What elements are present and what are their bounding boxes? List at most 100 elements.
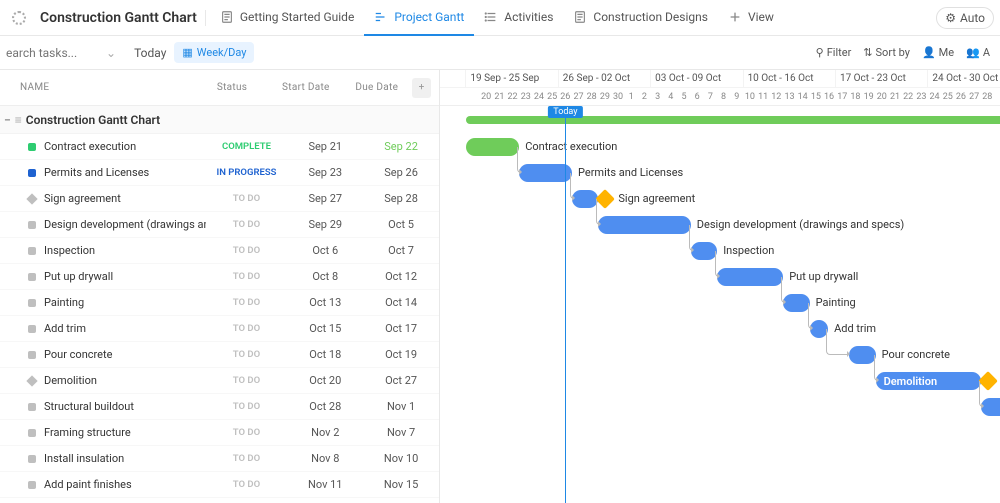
task-status[interactable]: TO DO xyxy=(206,401,288,412)
task-name: Sign agreement xyxy=(0,192,206,205)
task-row[interactable]: Pour concreteTO DOOct 18Oct 19 xyxy=(0,342,439,368)
task-due-date[interactable]: Oct 19 xyxy=(363,348,439,361)
task-start-date[interactable]: Sep 21 xyxy=(287,140,363,153)
task-start-date[interactable]: Oct 20 xyxy=(287,374,363,387)
task-row[interactable]: Sign agreementTO DOSep 27Sep 28 xyxy=(0,186,439,212)
day-header: 14 xyxy=(796,88,809,106)
col-name[interactable]: NAME xyxy=(0,82,194,93)
task-start-date[interactable]: Oct 15 xyxy=(287,322,363,335)
task-status[interactable]: TO DO xyxy=(206,193,288,204)
task-status[interactable]: TO DO xyxy=(206,349,288,360)
task-status[interactable]: TO DO xyxy=(206,297,288,308)
task-start-date[interactable]: Oct 13 xyxy=(287,296,363,309)
tab-project-gantt[interactable]: Project Gantt xyxy=(364,0,474,36)
day-header: 20 xyxy=(480,88,493,106)
task-row[interactable]: Design development (drawings an...TO DOS… xyxy=(0,212,439,238)
task-due-date[interactable]: Nov 10 xyxy=(363,452,439,465)
task-due-date[interactable]: Sep 28 xyxy=(363,192,439,205)
task-row[interactable]: Put up drywallTO DOOct 8Oct 12 xyxy=(0,264,439,290)
task-due-date[interactable]: Oct 17 xyxy=(363,322,439,335)
me-filter-button[interactable]: 👤Me xyxy=(922,46,954,59)
automation-icon: ⚙ xyxy=(945,11,956,25)
task-due-date[interactable]: Oct 27 xyxy=(363,374,439,387)
tab-activities[interactable]: Activities xyxy=(474,0,563,36)
task-name: Structural buildout xyxy=(0,400,206,413)
week-header: 19 Sep - 25 Sep xyxy=(466,70,558,87)
task-start-date[interactable]: Nov 2 xyxy=(287,426,363,439)
status-dot-icon xyxy=(28,325,36,333)
task-row[interactable]: Install insulationTO DONov 8Nov 10 xyxy=(0,446,439,472)
list-icon xyxy=(484,10,498,24)
task-start-date[interactable]: Nov 8 xyxy=(287,452,363,465)
col-status[interactable]: Status xyxy=(194,82,271,93)
search-chevron-icon[interactable]: ⌄ xyxy=(96,46,126,60)
add-column-button[interactable]: + xyxy=(412,78,431,98)
task-due-date[interactable]: Oct 14 xyxy=(363,296,439,309)
task-status[interactable]: TO DO xyxy=(206,479,288,490)
task-due-date[interactable]: Nov 7 xyxy=(363,426,439,439)
tab-view[interactable]: View xyxy=(718,0,784,36)
task-due-date[interactable]: Nov 15 xyxy=(363,478,439,491)
gantt-bar-label: Sign agreement xyxy=(618,192,695,205)
col-due[interactable]: Due Date xyxy=(341,82,412,93)
task-start-date[interactable]: Oct 8 xyxy=(287,270,363,283)
today-button[interactable]: Today xyxy=(126,42,174,64)
task-row[interactable]: PaintingTO DOOct 13Oct 14 xyxy=(0,290,439,316)
filter-button[interactable]: ⚲Filter xyxy=(816,46,852,59)
collapse-icon[interactable]: − xyxy=(4,113,11,127)
gantt-bar[interactable]: Demolition xyxy=(876,372,982,390)
task-status[interactable]: TO DO xyxy=(206,427,288,438)
timescale-button[interactable]: ▦ Week/Day xyxy=(174,42,254,63)
task-status[interactable]: COMPLETE xyxy=(206,141,288,152)
group-bar[interactable] xyxy=(466,116,1000,124)
gantt-bar[interactable] xyxy=(466,138,519,156)
gantt-bar[interactable] xyxy=(717,268,783,286)
task-group[interactable]: − ≡ Construction Gantt Chart xyxy=(0,106,439,134)
task-name: Demolition xyxy=(0,374,206,387)
task-row[interactable]: Add paint finishesTO DONov 11Nov 15 xyxy=(0,472,439,498)
task-due-date[interactable]: Oct 12 xyxy=(363,270,439,283)
task-due-date[interactable]: Sep 26 xyxy=(363,166,439,179)
task-row[interactable]: Structural buildoutTO DOOct 28Nov 1 xyxy=(0,394,439,420)
task-status[interactable]: TO DO xyxy=(206,219,288,230)
task-due-date[interactable]: Oct 5 xyxy=(363,218,439,231)
task-start-date[interactable]: Sep 23 xyxy=(287,166,363,179)
sort-button[interactable]: ⇅Sort by xyxy=(863,46,910,59)
gantt-bar[interactable] xyxy=(519,164,572,182)
task-status[interactable]: TO DO xyxy=(206,245,288,256)
gantt-bar-label: Pour concrete xyxy=(882,348,950,361)
task-start-date[interactable]: Nov 11 xyxy=(287,478,363,491)
tab-getting-started-guide[interactable]: Getting Started Guide xyxy=(210,0,364,36)
search-input[interactable] xyxy=(6,46,96,60)
task-start-date[interactable]: Oct 6 xyxy=(287,244,363,257)
task-status[interactable]: TO DO xyxy=(206,323,288,334)
toolbar: ⌄ Today ▦ Week/Day ⚲Filter ⇅Sort by 👤Me … xyxy=(0,36,1000,70)
task-status[interactable]: IN PROGRESS xyxy=(206,167,288,178)
col-start[interactable]: Start Date xyxy=(270,82,341,93)
task-status[interactable]: TO DO xyxy=(206,271,288,282)
task-status[interactable]: TO DO xyxy=(206,375,288,386)
task-start-date[interactable]: Sep 29 xyxy=(287,218,363,231)
task-due-date[interactable]: Sep 22 xyxy=(363,140,439,153)
gantt-bar[interactable] xyxy=(598,216,690,234)
dependency-connector xyxy=(808,303,812,329)
task-row[interactable]: Framing structureTO DONov 2Nov 7 xyxy=(0,420,439,446)
task-start-date[interactable]: Oct 28 xyxy=(287,400,363,413)
task-start-date[interactable]: Oct 18 xyxy=(287,348,363,361)
task-row[interactable]: Add trimTO DOOct 15Oct 17 xyxy=(0,316,439,342)
task-row[interactable]: Permits and LicensesIN PROGRESSSep 23Sep… xyxy=(0,160,439,186)
task-name: Pour concrete xyxy=(0,348,206,361)
day-header: 20 xyxy=(875,88,888,106)
task-due-date[interactable]: Nov 1 xyxy=(363,400,439,413)
task-due-date[interactable]: Oct 7 xyxy=(363,244,439,257)
task-status[interactable]: TO DO xyxy=(206,453,288,464)
task-row[interactable]: InspectionTO DOOct 6Oct 7 xyxy=(0,238,439,264)
automation-button[interactable]: ⚙ Auto xyxy=(936,7,994,29)
task-start-date[interactable]: Sep 27 xyxy=(287,192,363,205)
gantt-chart[interactable]: 19 Sep - 25 Sep26 Sep - 02 Oct03 Oct - 0… xyxy=(440,70,1000,503)
person-icon: 👤 xyxy=(922,46,936,59)
task-row[interactable]: Contract executionCOMPLETESep 21Sep 22 xyxy=(0,134,439,160)
task-row[interactable]: DemolitionTO DOOct 20Oct 27 xyxy=(0,368,439,394)
tab-construction-designs[interactable]: Construction Designs xyxy=(563,0,718,36)
assignee-button[interactable]: 👥A xyxy=(966,46,990,59)
